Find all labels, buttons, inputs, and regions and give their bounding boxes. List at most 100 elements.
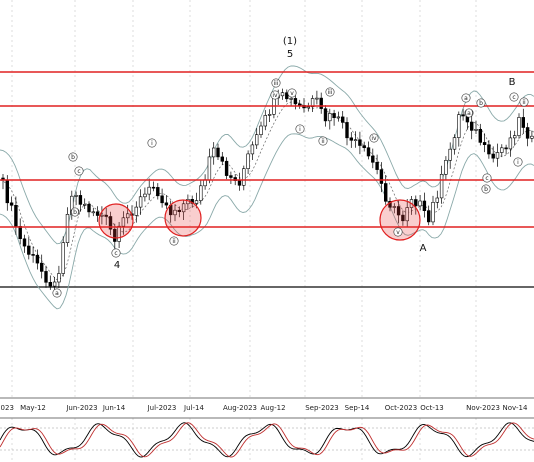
candle-down [323,108,328,122]
x-axis: 2023 May-12 Jun-2023 Jun-14 Jul-2023 Jul-14 Au… [0,404,528,412]
x-tick-label-11: Oct-13 [420,404,444,412]
wave-label-10: v [290,90,294,97]
wave-label-circle [318,136,328,146]
wave-label-circle [147,138,157,148]
wave-label-circle [325,87,335,97]
x-tick-label-3: Jun-14 [102,404,126,412]
x-tick-label-1: May-12 [20,404,46,412]
candle-up [315,97,319,100]
candle-up [418,200,422,207]
wave-label-circle [481,184,491,194]
wave-label-circle [509,92,519,102]
candle-down [220,156,224,162]
candle-up [517,117,521,136]
highlight-circle-1 [164,199,202,237]
candle-down [297,103,302,106]
candle-down [31,254,35,256]
level-lines [0,71,534,228]
x-tick-label-7: Aug-12 [260,404,285,412]
candle-down [426,210,431,223]
candle-up [328,113,332,122]
wave-label-21: c [485,175,488,182]
candle-down [358,139,362,146]
highlight-circles [98,199,421,241]
wave-label-25: ii [522,99,526,106]
candle-up [255,134,259,146]
candle-down [164,202,169,206]
candle-up [199,185,203,201]
candle-down [44,271,48,283]
candle-up [267,114,272,116]
highlight-circle-2 [379,199,421,241]
candle-up [306,106,310,109]
x-tick-label-12: Nov-2023 [466,404,500,412]
candle-down [521,117,526,128]
x-tick-label-8: Sep-2023 [305,404,339,412]
candle-up [263,115,267,127]
candle-up [512,135,517,139]
candle-down [156,187,160,197]
x-tick-label-10: Oct-2023 [385,404,417,412]
highlight-circle-0 [98,203,134,239]
candle-down [504,147,508,150]
candle-down [108,216,113,230]
candle-up [336,116,341,119]
candle-up [65,214,70,244]
candle-up [147,186,151,195]
candle-down [87,204,91,213]
candle-down [319,97,323,109]
wave-label-circle [70,207,80,217]
candle-up [435,197,439,203]
wave-label-24: c [512,94,515,101]
candle-up [310,98,315,108]
wave-label-13: (1) [283,36,297,47]
candle-down [469,121,474,131]
candle-up [439,174,444,199]
candle-up [431,202,435,223]
candle-up [452,137,457,150]
wave-label-16: iv [371,135,377,142]
candle-up [173,209,177,216]
wave-label-6: i [151,140,153,147]
candle-down [22,238,27,247]
candle-up [392,206,396,208]
wave-label-5: 4 [114,260,120,271]
candle-up [353,139,358,141]
candle-down [366,147,371,157]
wave-label-circle [295,124,305,134]
wave-label-circle [464,108,474,118]
candle-up [91,211,96,214]
osc-main-line [0,422,534,458]
candle-down [478,129,482,143]
wave-label-23: B [509,77,516,88]
candle-down [224,160,229,176]
candle-up [52,281,57,287]
candle-down [177,209,181,212]
candle-down [482,142,487,145]
candle-up [289,98,293,100]
candle-down [401,214,405,222]
wave-label-17: v [396,229,400,236]
wave-label-15: iii [327,89,332,96]
candle-down [525,127,530,139]
wave-label-circle [461,93,471,103]
candle-up [242,168,246,186]
wave-label-circle [271,78,281,88]
wave-label-2: c [77,168,80,175]
x-tick-label-13: Nov-14 [503,404,528,412]
candle-down [362,145,366,149]
wave-label-8: iii [273,80,278,87]
candle-down [293,98,298,105]
candle-up [246,153,250,169]
candle-down [332,113,336,119]
wave-label-9: iv [272,92,278,99]
x-tick-label-6: Aug-2023 [223,404,257,412]
candle-up [134,206,138,216]
candle-down [491,153,495,159]
wave-label-4: c [114,250,117,257]
wave-label-circle [393,227,403,237]
wave-label-circle [111,248,121,258]
candle-down [35,254,40,264]
